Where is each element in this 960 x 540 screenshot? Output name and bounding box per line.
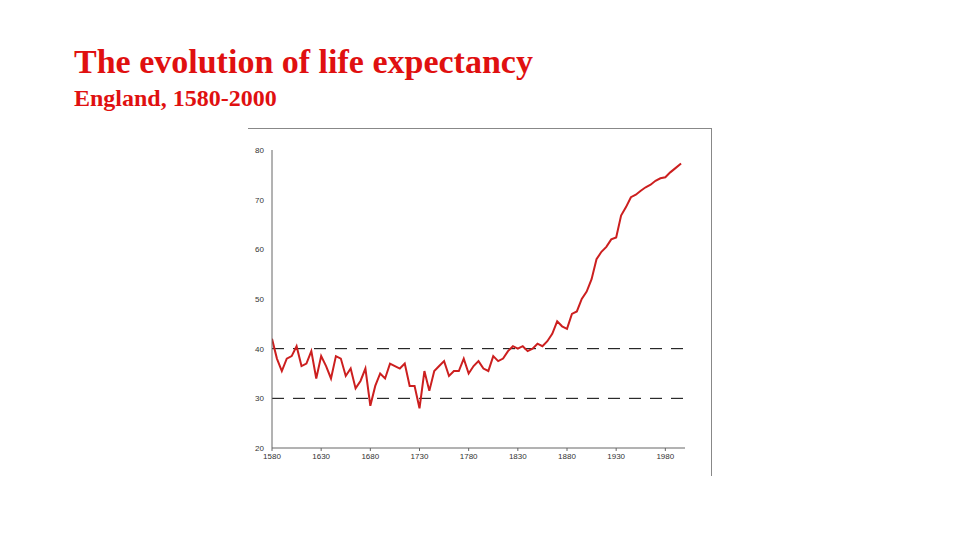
svg-text:40: 40	[255, 345, 264, 354]
svg-text:1830: 1830	[509, 452, 527, 461]
svg-text:1880: 1880	[558, 452, 576, 461]
svg-text:60: 60	[255, 245, 264, 254]
svg-text:80: 80	[255, 146, 264, 155]
svg-text:1630: 1630	[312, 452, 330, 461]
svg-text:1580: 1580	[263, 452, 281, 461]
svg-text:1730: 1730	[411, 452, 429, 461]
svg-text:1680: 1680	[361, 452, 379, 461]
svg-text:1780: 1780	[460, 452, 478, 461]
svg-text:30: 30	[255, 394, 264, 403]
svg-text:50: 50	[255, 295, 264, 304]
svg-text:1930: 1930	[607, 452, 625, 461]
svg-text:1980: 1980	[656, 452, 674, 461]
html-text:The evolution of life expectan: The evolution of life expectancy	[74, 43, 533, 80]
svg-text:20: 20	[255, 444, 264, 453]
svg-text:70: 70	[255, 196, 264, 205]
html-text:England, 1580-2000: England, 1580-2000	[74, 85, 277, 111]
